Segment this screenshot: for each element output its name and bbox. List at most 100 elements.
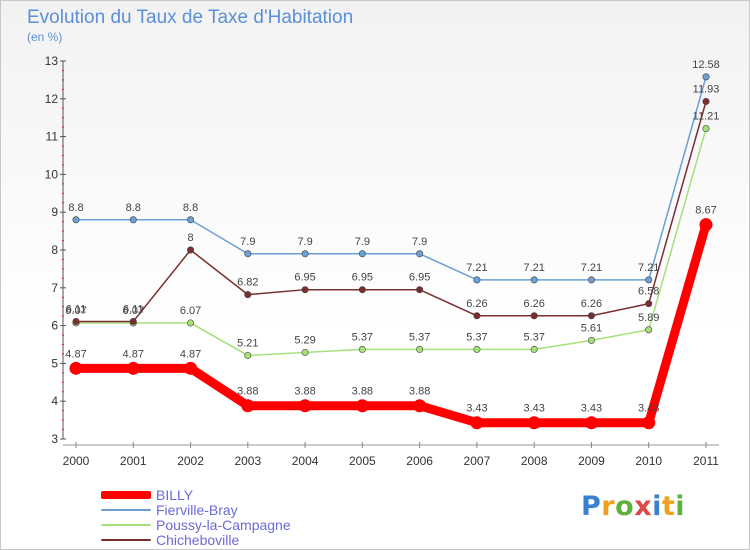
x-tick-label: 2002	[177, 454, 204, 468]
logo-letter: x	[634, 491, 653, 522]
x-tick-label: 2004	[292, 454, 319, 468]
x-tick-label: 2003	[234, 454, 261, 468]
data-label: 5.37	[409, 331, 430, 343]
data-label: 3.88	[409, 386, 430, 398]
data-label: 5.21	[237, 337, 258, 349]
data-point	[530, 312, 538, 320]
logo-letter: i	[675, 491, 686, 522]
data-label: 3.88	[237, 386, 258, 398]
y-tick-label: 10	[45, 167, 59, 181]
x-tick-label: 2000	[63, 454, 90, 468]
data-label: 6.26	[466, 298, 487, 310]
data-label: 8	[187, 232, 193, 244]
legend-item: Fierville-Bray	[101, 502, 291, 518]
data-label: 6.11	[123, 303, 144, 315]
logo-letter: o	[615, 491, 635, 522]
data-point	[129, 216, 137, 224]
data-label: 3.43	[581, 403, 602, 415]
data-point	[298, 399, 312, 413]
legend-label: BILLY	[156, 486, 194, 503]
proxiti-logo: Proxiti	[581, 491, 685, 522]
data-point	[527, 416, 541, 430]
data-point	[416, 286, 424, 294]
data-point	[645, 276, 653, 284]
data-label: 6.95	[352, 272, 373, 284]
data-label: 6.07	[180, 305, 201, 317]
x-tick-label: 2011	[693, 454, 719, 468]
data-point	[702, 97, 710, 105]
legend-swatch	[101, 523, 151, 526]
data-point	[473, 345, 481, 353]
y-tick-label: 12	[45, 92, 59, 106]
data-point	[645, 300, 653, 308]
data-point	[69, 361, 83, 375]
data-label: 6.07	[123, 305, 144, 317]
series-line-chicheboville	[75, 100, 707, 323]
data-point	[301, 250, 309, 258]
data-label: 5.89	[638, 312, 659, 324]
data-point	[587, 276, 595, 284]
data-label: 5.29	[294, 334, 315, 346]
data-label: 6.26	[581, 298, 602, 310]
data-point	[699, 218, 713, 232]
logo-letter: t	[661, 491, 676, 522]
data-point	[702, 73, 710, 81]
data-label: 7.21	[581, 262, 602, 274]
data-label: 5.37	[466, 331, 487, 343]
legend-item: Poussy-la-Campagne	[101, 516, 291, 533]
legend-item: BILLY	[101, 486, 291, 503]
data-point	[473, 276, 481, 284]
data-point	[187, 319, 195, 327]
data-point	[241, 399, 255, 413]
data-label: 8.67	[695, 205, 716, 217]
data-point	[358, 345, 366, 353]
data-label: 7.9	[412, 236, 427, 248]
data-label: 8.8	[183, 202, 198, 214]
data-label: 4.87	[123, 348, 144, 360]
data-point	[129, 317, 137, 325]
legend: BILLY Fierville-Bray Poussy-la-Campagne Chi…	[101, 486, 291, 548]
data-label: 6.58	[638, 286, 659, 298]
x-tick-label: 2005	[349, 454, 376, 468]
data-point	[587, 336, 595, 344]
data-label: 8.8	[126, 202, 141, 214]
data-point	[184, 361, 198, 375]
data-label: 6.11	[66, 303, 87, 315]
data-point	[645, 326, 653, 334]
data-label: 3.43	[638, 403, 659, 415]
y-tick-label: 11	[46, 130, 59, 144]
data-label: 8.8	[68, 202, 83, 214]
data-point	[642, 416, 656, 430]
data-label: 5.37	[523, 331, 544, 343]
x-tick-label: 2001	[120, 454, 147, 468]
data-label: 5.61	[581, 322, 602, 334]
data-label: 5.37	[352, 331, 373, 343]
data-label: 7.21	[466, 262, 487, 274]
y-tick-label: 13	[45, 54, 59, 68]
data-point	[301, 348, 309, 356]
data-label: 11.93	[693, 83, 720, 95]
y-tick-label: 3	[51, 432, 58, 446]
data-point	[413, 399, 427, 413]
x-tick-label: 2006	[406, 454, 433, 468]
data-point	[470, 416, 484, 430]
data-point	[187, 216, 195, 224]
data-point	[187, 246, 195, 254]
series-line-fierville-bray	[75, 76, 707, 281]
data-point	[244, 351, 252, 359]
x-tick-label: 2007	[464, 454, 491, 468]
chart-title: Evolution du Taux de Taxe d'Habitation	[27, 7, 354, 28]
data-label: 3.43	[466, 403, 487, 415]
legend-label: Poussy-la-Campagne	[156, 516, 291, 533]
data-label: 6.26	[523, 298, 544, 310]
data-point	[72, 317, 80, 325]
data-point	[530, 345, 538, 353]
data-label: 4.87	[65, 348, 86, 360]
data-label: 3.88	[294, 386, 315, 398]
data-point	[244, 291, 252, 299]
data-point	[473, 312, 481, 320]
series-line-poussy-la-campagne	[75, 127, 707, 357]
data-point	[358, 286, 366, 294]
data-point	[126, 361, 140, 375]
